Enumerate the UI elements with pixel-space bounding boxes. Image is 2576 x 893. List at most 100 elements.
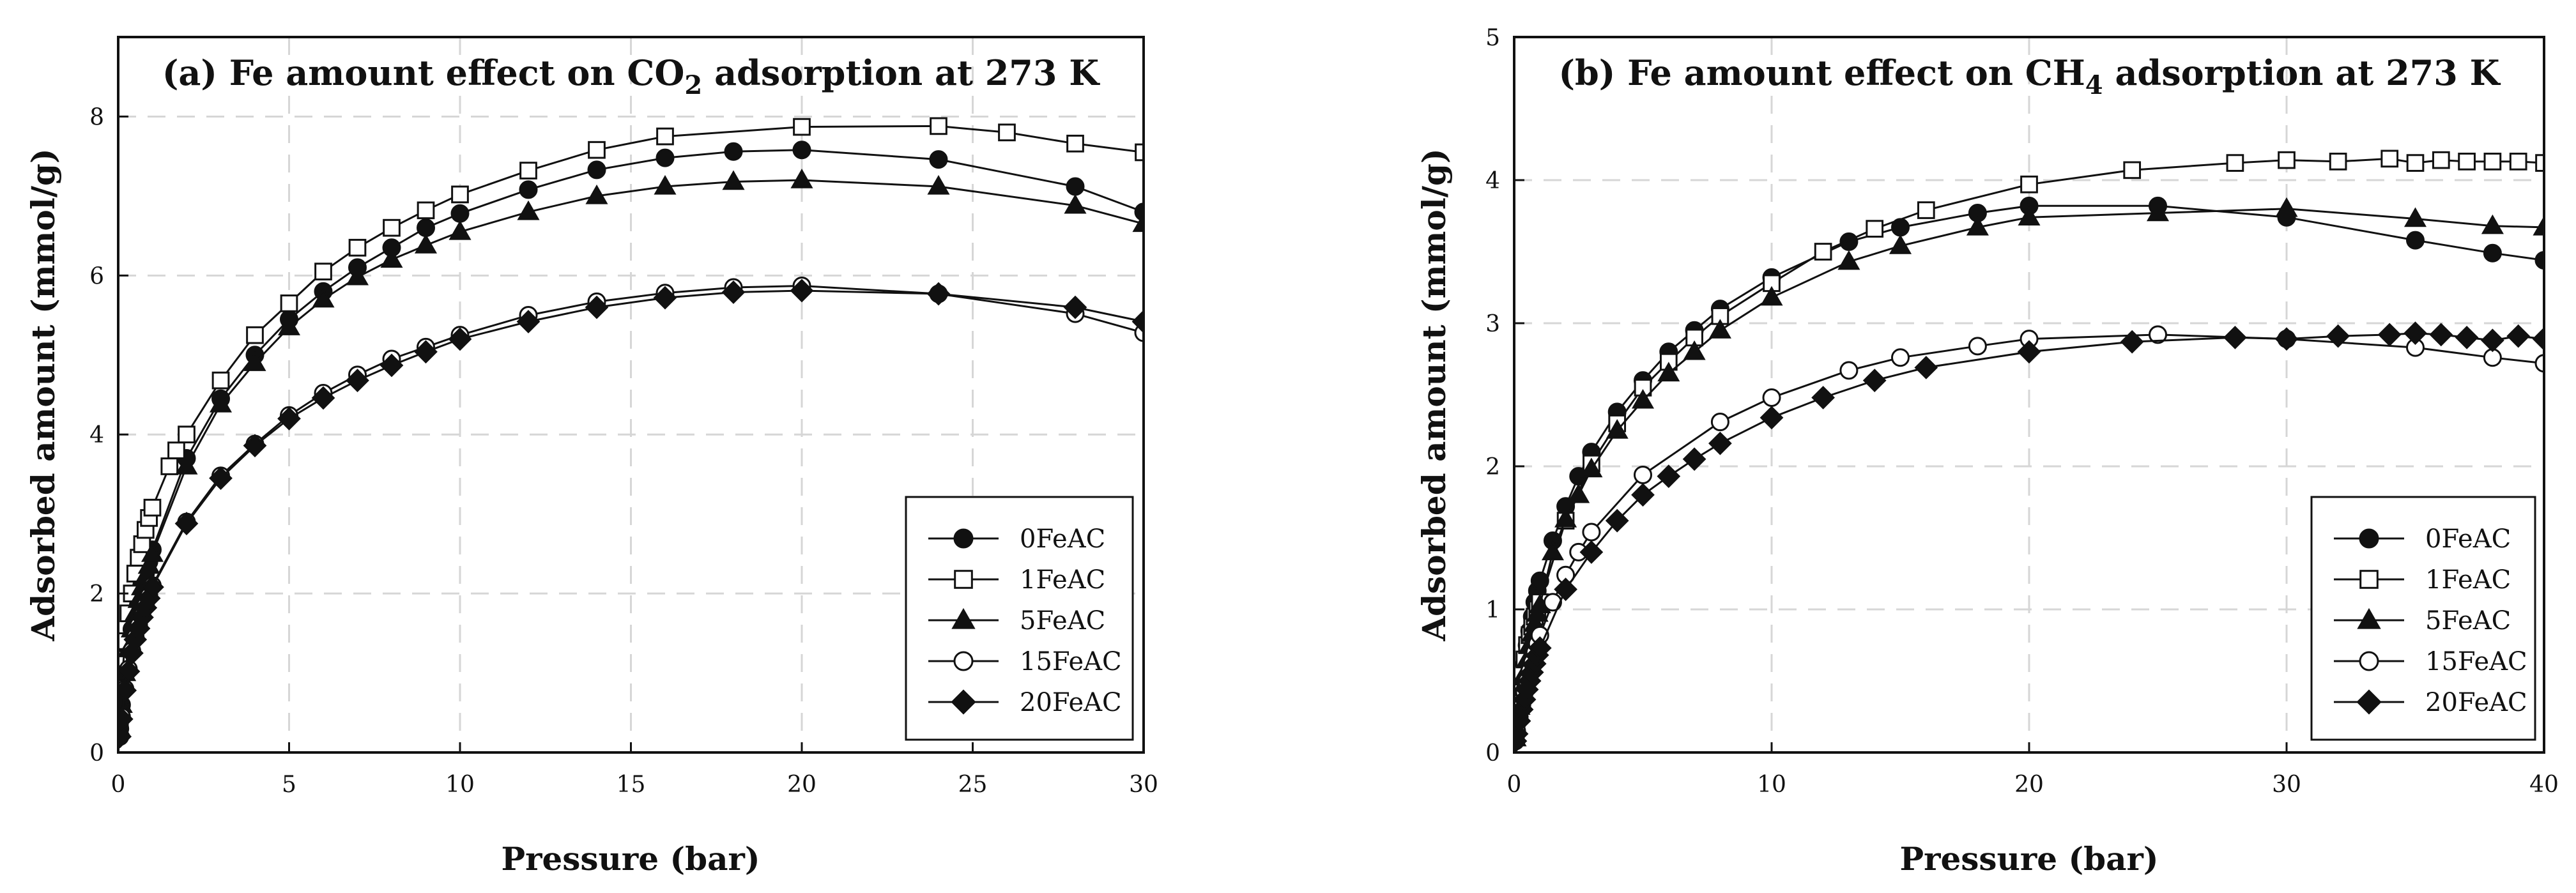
- legend-marker-5FeAC: [2357, 607, 2381, 629]
- data-point-1FeAC: [2226, 154, 2244, 172]
- data-point-15FeAC: [1543, 593, 1562, 612]
- data-point-1FeAC: [211, 371, 230, 390]
- panel-b-ch4: 0 10 20 30 40 0 1 2 3 4 5 (b) Fe amount effect on …: [1415, 25, 2559, 878]
- data-point-1FeAC: [1917, 201, 1935, 219]
- data-point-20FeAC: [141, 575, 164, 599]
- x-tick-label: 20: [2014, 772, 2044, 798]
- data-point-1FeAC: [930, 117, 947, 135]
- data-point-20FeAC: [653, 286, 677, 310]
- legend-label: 0FeAC: [2425, 524, 2511, 554]
- legend-label: 5FeAC: [2425, 606, 2511, 636]
- data-point-15FeAC: [1839, 361, 1859, 380]
- x-tick-label: 30: [1129, 772, 1158, 798]
- data-point-20FeAC: [1131, 310, 1144, 333]
- x-axis-title: Pressure (bar): [502, 840, 760, 878]
- data-point-15FeAC: [1968, 337, 1987, 356]
- data-point-1FeAC: [519, 162, 537, 179]
- data-point-0FeAC: [1066, 177, 1085, 196]
- data-point-5FeAC: [346, 265, 369, 286]
- y-tick-label: 0: [89, 740, 104, 767]
- y-tick-label: 3: [1485, 311, 1500, 337]
- data-point-1FeAC: [143, 498, 162, 517]
- data-point-1FeAC: [451, 185, 469, 204]
- legend-marker-1FeAC: [954, 570, 973, 589]
- data-point-20FeAC: [1811, 386, 1835, 409]
- data-point-20FeAC: [209, 466, 233, 491]
- data-point-15FeAC: [1710, 413, 1729, 432]
- data-point-5FeAC: [1708, 319, 1731, 339]
- legend-label: 20FeAC: [2425, 688, 2527, 717]
- data-point-5FeAC: [2275, 197, 2298, 217]
- data-point-1FeAC: [2020, 175, 2038, 194]
- data-point-15FeAC: [1891, 348, 1910, 367]
- data-point-20FeAC: [1063, 295, 1087, 319]
- data-point-1FeAC: [2278, 151, 2296, 169]
- legend-marker-0FeAC: [2359, 528, 2379, 549]
- data-point-5FeAC: [2481, 214, 2504, 234]
- data-point-20FeAC: [2223, 326, 2247, 349]
- x-axis-title: Pressure (bar): [1900, 840, 2159, 878]
- data-point-1FeAC: [793, 118, 811, 136]
- y-axis-title: Adsorbed amount (mmol/g): [24, 148, 62, 641]
- data-point-1FeAC: [588, 141, 606, 159]
- data-point-20FeAC: [1914, 356, 1938, 379]
- data-point-5FeAC: [1889, 234, 1912, 254]
- data-point-1FeAC: [656, 127, 674, 146]
- data-point-20FeAC: [790, 279, 814, 303]
- y-tick-label: 6: [89, 263, 104, 289]
- x-tick-label: 20: [787, 772, 816, 798]
- data-point-5FeAC: [1760, 286, 1783, 306]
- legend-marker-5FeAC: [951, 607, 976, 629]
- data-point-0FeAC: [1839, 232, 1859, 251]
- data-point-5FeAC: [312, 287, 335, 308]
- data-point-20FeAC: [2377, 323, 2402, 347]
- data-point-5FeAC: [414, 234, 438, 254]
- legend-items: 0FeAC 1FeAC 5FeAC 15FeAC 20FeAC: [928, 524, 1122, 717]
- data-point-20FeAC: [1605, 508, 1629, 533]
- y-tick-label: 4: [89, 422, 104, 448]
- data-point-0FeAC: [519, 180, 538, 199]
- legend-marker-20FeAC: [2356, 689, 2382, 715]
- data-point-20FeAC: [118, 659, 141, 683]
- y-tick-label: 5: [1485, 25, 1500, 51]
- legend-marker-1FeAC: [2359, 570, 2379, 589]
- data-point-1FeAC: [2406, 154, 2425, 172]
- data-point-20FeAC: [1657, 464, 1681, 489]
- data-point-5FeAC: [448, 220, 471, 240]
- data-point-5FeAC: [175, 455, 198, 475]
- chart-title: (a) Fe amount effect on CO2 adsorption a…: [162, 52, 1100, 100]
- data-point-1FeAC: [160, 457, 179, 475]
- data-point-20FeAC: [1708, 431, 1732, 455]
- grid-lines: [118, 37, 1144, 752]
- data-point-5FeAC: [1132, 212, 1144, 233]
- data-point-20FeAC: [1528, 636, 1552, 660]
- x-tick-label: 0: [1507, 772, 1522, 798]
- data-point-20FeAC: [516, 310, 540, 333]
- data-point-5FeAC: [722, 170, 745, 190]
- data-point-5FeAC: [1580, 457, 1603, 478]
- data-point-15FeAC: [2149, 325, 2167, 344]
- data-point-1FeAC: [998, 123, 1016, 142]
- data-point-20FeAC: [243, 434, 267, 458]
- data-point-0FeAC: [656, 148, 675, 167]
- data-series: [118, 117, 1144, 749]
- data-point-1FeAC: [2329, 153, 2347, 171]
- data-point-1FeAC: [1814, 243, 1832, 261]
- data-point-1FeAC: [178, 425, 195, 444]
- data-point-5FeAC: [1541, 540, 1564, 561]
- data-point-1FeAC: [2432, 151, 2450, 169]
- data-point-20FeAC: [174, 512, 199, 535]
- legend-label: 0FeAC: [1020, 524, 1105, 554]
- data-point-1FeAC: [383, 218, 401, 237]
- data-point-20FeAC: [1862, 369, 1887, 392]
- axis-ticks: 0 5 10 15 20 25 30 0 2 4 6 8: [89, 104, 1158, 798]
- y-tick-label: 0: [1485, 740, 1500, 767]
- data-point-20FeAC: [1579, 540, 1604, 564]
- data-point-0FeAC: [450, 204, 470, 223]
- data-point-20FeAC: [585, 295, 609, 319]
- data-point-0FeAC: [2534, 250, 2544, 270]
- x-tick-label: 30: [2272, 772, 2301, 798]
- data-point-15FeAC: [1762, 388, 1781, 407]
- x-tick-label: 5: [282, 772, 296, 798]
